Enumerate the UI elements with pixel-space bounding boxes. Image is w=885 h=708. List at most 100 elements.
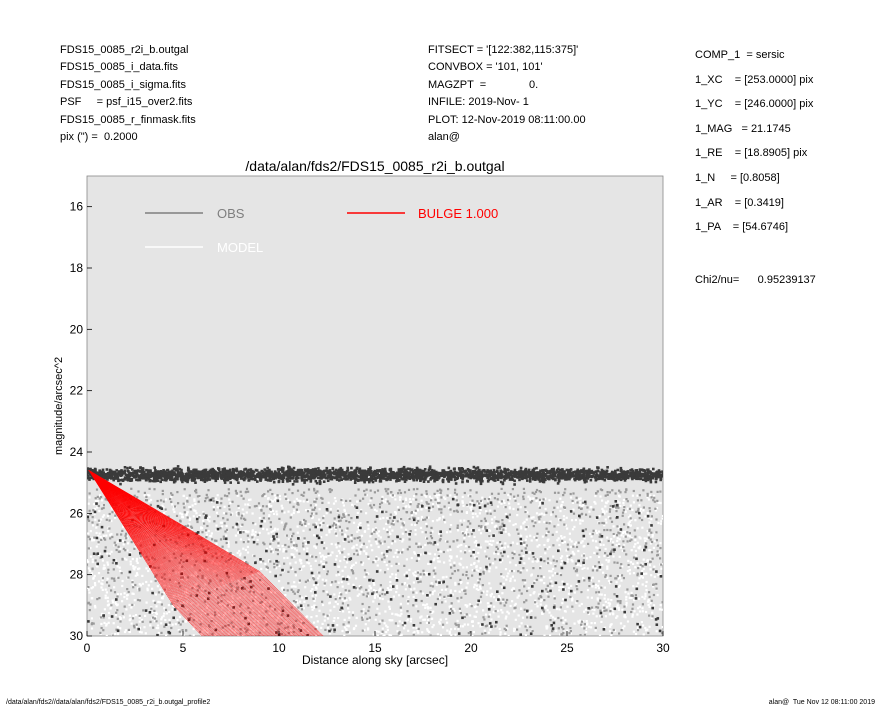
obs-point [292, 544, 296, 547]
obs-point [262, 560, 265, 563]
obs-point [315, 556, 318, 559]
obs-point [292, 600, 295, 603]
obs-point [437, 502, 440, 505]
obs-point [360, 510, 363, 513]
obs-point [244, 627, 247, 630]
obs-point [117, 576, 120, 579]
obs-point [460, 596, 463, 599]
obs-point [426, 502, 429, 505]
obs-point [601, 609, 604, 612]
obs-point [337, 617, 340, 620]
obs-point [339, 519, 342, 522]
obs-point [263, 543, 266, 546]
obs-point [265, 469, 268, 473]
obs-point [341, 501, 345, 504]
obs-point [132, 567, 135, 570]
obs-point [457, 583, 460, 586]
obs-point [449, 513, 452, 516]
obs-point [96, 598, 99, 601]
obs-point [322, 557, 326, 560]
obs-point [364, 623, 367, 626]
obs-point [465, 605, 468, 608]
obs-point [473, 541, 476, 544]
obs-point [308, 528, 311, 531]
obs-point [522, 544, 526, 547]
obs-point [268, 514, 271, 517]
obs-point [409, 530, 412, 533]
obs-point [353, 553, 356, 556]
obs-point [87, 532, 90, 535]
obs-point [468, 603, 471, 606]
obs-point [646, 494, 649, 497]
obs-point [586, 589, 590, 592]
obs-point [413, 574, 416, 577]
obs-point [401, 621, 404, 624]
obs-point [577, 541, 580, 544]
obs-point [124, 534, 127, 537]
obs-point [457, 569, 460, 572]
obs-point [192, 627, 195, 631]
obs-point [624, 535, 627, 538]
obs-point [182, 502, 185, 505]
obs-point [636, 626, 640, 629]
obs-point [482, 616, 485, 619]
obs-point [543, 513, 546, 516]
obs-point [412, 591, 415, 594]
obs-point [299, 499, 302, 503]
obs-point [334, 600, 337, 603]
obs-point [222, 517, 225, 520]
obs-point [286, 589, 289, 592]
obs-point [277, 542, 280, 545]
obs-point [437, 505, 440, 508]
obs-point [452, 540, 455, 543]
obs-point [486, 590, 489, 593]
obs-point [504, 527, 507, 530]
obs-point [524, 634, 527, 636]
obs-point [644, 544, 647, 547]
obs-point [559, 633, 562, 636]
obs-point [431, 520, 434, 523]
obs-point [434, 572, 437, 575]
obs-point [192, 468, 195, 472]
obs-point [104, 594, 107, 597]
obs-point [391, 529, 394, 532]
obs-point [583, 566, 586, 569]
obs-point [498, 627, 501, 631]
obs-point [236, 551, 239, 554]
obs-point [644, 515, 647, 518]
obs-point [655, 507, 659, 510]
obs-point [217, 601, 220, 604]
obs-point [396, 587, 399, 590]
obs-point [191, 504, 194, 507]
obs-point [293, 626, 296, 629]
obs-point [480, 519, 483, 523]
obs-point [484, 613, 488, 616]
obs-point [630, 591, 633, 594]
obs-point [428, 630, 431, 633]
obs-point [111, 535, 114, 539]
obs-point [217, 596, 220, 599]
obs-point [338, 595, 341, 598]
obs-point [164, 508, 167, 511]
obs-point [313, 599, 316, 602]
obs-point [122, 539, 125, 542]
obs-point [326, 614, 329, 617]
obs-point [569, 630, 572, 633]
obs-point [297, 589, 300, 592]
obs-point [179, 565, 182, 568]
obs-point [554, 515, 558, 518]
obs-point [543, 606, 547, 609]
obs-point [560, 505, 563, 508]
obs-point [126, 549, 129, 552]
obs-point [113, 541, 116, 544]
obs-point [379, 503, 382, 506]
obs-point [581, 519, 584, 522]
obs-point [268, 503, 271, 506]
obs-point [156, 624, 159, 627]
obs-point [612, 525, 615, 528]
obs-point [350, 566, 353, 569]
obs-point [112, 622, 115, 625]
obs-point [643, 537, 646, 540]
obs-point [419, 580, 422, 583]
obs-point [641, 518, 644, 522]
